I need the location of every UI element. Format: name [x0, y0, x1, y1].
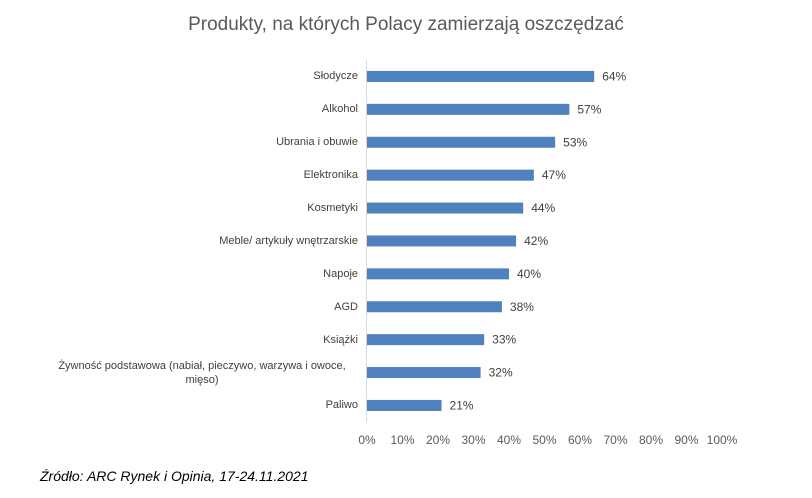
data-label: 32%	[489, 366, 513, 380]
x-tick-label: 70%	[603, 433, 627, 447]
bar	[367, 169, 534, 181]
x-tick-label: 20%	[426, 433, 450, 447]
category-label: Alkohol	[321, 103, 358, 116]
bar	[367, 202, 524, 214]
category-label: Elektronika	[303, 169, 358, 182]
data-label: 53%	[563, 135, 587, 149]
category-label: Książki	[323, 333, 358, 346]
data-label: 42%	[524, 234, 548, 248]
data-label: 33%	[492, 333, 516, 347]
category-label: Ubrania i obuwie	[276, 136, 358, 149]
category-label: AGD	[334, 300, 358, 313]
x-tick-label: 0%	[358, 433, 376, 447]
bar	[367, 103, 570, 115]
chart-title: Produkty, na których Polacy zamierzają o…	[188, 14, 624, 35]
data-label: 64%	[602, 69, 626, 83]
bar	[367, 334, 485, 346]
bar	[367, 367, 481, 379]
bar	[367, 136, 556, 148]
x-tick-label: 90%	[674, 433, 698, 447]
bar	[367, 399, 442, 411]
category-label: Słodycze	[313, 70, 358, 83]
category-label: Żywność podstawowa (nabiał, pieczywo, wa…	[58, 359, 346, 386]
data-label: 47%	[542, 168, 566, 182]
data-label: 57%	[577, 102, 601, 116]
category-label: Napoje	[323, 267, 358, 280]
x-tick-label: 50%	[532, 433, 556, 447]
category-label: Kosmetyki	[307, 202, 358, 215]
category-label: Meble/ artykuły wnętrzarskie	[219, 234, 358, 247]
x-tick-label: 80%	[639, 433, 663, 447]
x-tick-label: 100%	[707, 433, 738, 447]
data-label: 40%	[517, 267, 541, 281]
source-note: Źródło: ARC Rynek i Opinia, 17-24.11.202…	[40, 468, 309, 484]
x-tick-label: 30%	[461, 433, 485, 447]
data-label: 21%	[450, 398, 474, 412]
x-tick-label: 10%	[390, 433, 414, 447]
data-label: 38%	[510, 300, 534, 314]
category-label: Paliwo	[325, 399, 358, 412]
x-tick-label: 60%	[568, 433, 592, 447]
x-tick-label: 40%	[497, 433, 521, 447]
bar	[367, 235, 517, 247]
bar	[367, 70, 595, 82]
bar	[367, 268, 509, 280]
bar	[367, 301, 502, 313]
data-label: 44%	[531, 201, 555, 215]
